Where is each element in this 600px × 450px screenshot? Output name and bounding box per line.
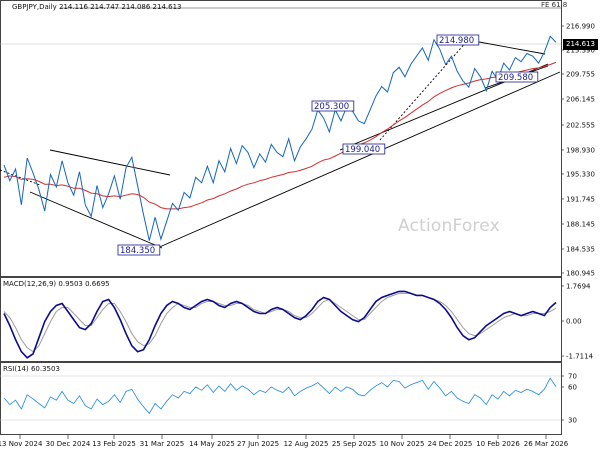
price-tick-label: 188.145 xyxy=(566,221,595,229)
date-tick-label: 10 Nov 2025 xyxy=(380,440,425,448)
dashed-early-line xyxy=(0,169,41,186)
price-label-box-2 xyxy=(342,143,386,155)
price-tick-label: 206.145 xyxy=(566,96,595,104)
rsi-tick-label: 30 xyxy=(568,417,577,425)
price-label-box-0 xyxy=(436,34,480,46)
date-tick-label: 13 Feb 2025 xyxy=(92,440,136,448)
series-layer xyxy=(3,35,557,415)
last-price-tag: 214.613 xyxy=(563,39,598,50)
price-tick-label: 213.390 xyxy=(566,47,595,55)
rsi-panel xyxy=(0,362,562,435)
date-tick-label: 12 Aug 2025 xyxy=(284,440,329,448)
price-tick-label: 209.755 xyxy=(566,71,595,79)
rsi-line xyxy=(3,377,557,415)
macd-panel-title: MACD(12,26,9) 0.9503 0.6695 xyxy=(3,280,110,288)
price-label-box-3 xyxy=(495,71,539,83)
channel-lower-line xyxy=(29,191,163,249)
watermark: ActionForex xyxy=(398,216,500,236)
price-label-4: 184.350 xyxy=(120,246,155,256)
macd-panel xyxy=(0,277,562,362)
date-tick-label: 27 Jun 2025 xyxy=(237,440,279,448)
date-tick-label: 31 Mar 2025 xyxy=(140,440,184,448)
date-tick-label: 14 May 2025 xyxy=(189,440,235,448)
price-label-1: 205.300 xyxy=(314,102,349,112)
date-tick-label: 30 Dec 2024 xyxy=(46,440,91,448)
price-tick-label: 198.930 xyxy=(566,147,595,155)
price-panel xyxy=(0,0,562,277)
date-tick-label: 13 Nov 2024 xyxy=(0,440,43,448)
price-tick-label: 191.745 xyxy=(566,196,595,204)
price-label-box-1 xyxy=(311,100,355,112)
wedge-upper-line xyxy=(467,39,546,55)
date-tick-label: 10 Feb 2026 xyxy=(476,440,520,448)
date-tick-label: 24 Dec 2025 xyxy=(428,440,473,448)
price-panel-title: GBPJPY,Daily 214.116 214.747 214.086 214… xyxy=(12,3,182,11)
price-labels: 214.980 205.300 199.040 209.580 184.350 xyxy=(117,34,539,256)
macd-signal-line xyxy=(3,292,557,353)
price-tick-label: 195.330 xyxy=(566,171,595,179)
price-tick-label: 184.535 xyxy=(566,246,595,254)
date-tick-label: 26 Mar 2026 xyxy=(524,440,569,448)
fib-extension-label: FE 61.8 xyxy=(541,1,568,9)
price-label-box-4 xyxy=(117,244,161,256)
macd-tick-label: -1.7114 xyxy=(566,353,594,361)
price-tick-label: 202.555 xyxy=(566,122,595,130)
channel-upper-line xyxy=(49,149,171,176)
macd-line xyxy=(3,290,557,359)
main-support-line xyxy=(154,71,561,250)
price-tick-label: 216.990 xyxy=(566,23,595,31)
price-label-3: 209.580 xyxy=(498,73,533,83)
date-tick-label: 25 Sep 2025 xyxy=(332,440,376,448)
moving-average-line xyxy=(3,61,557,210)
rsi-tick-label: 60 xyxy=(568,384,577,392)
rsi-panel-title: RSI(14) 60.3503 xyxy=(3,365,60,373)
price-tick-label: 180.945 xyxy=(566,270,595,278)
rsi-tick-label: 70 xyxy=(568,373,577,381)
macd-tick-label: 0.00 xyxy=(566,318,582,326)
price-label-0: 214.980 xyxy=(439,36,474,46)
macd-tick-label: 1.7694 xyxy=(566,283,591,291)
price-line xyxy=(3,35,557,241)
price-label-2: 199.040 xyxy=(345,145,380,155)
axes: 216.990 213.390 209.755 206.145 202.555 198.9… xyxy=(0,23,595,448)
